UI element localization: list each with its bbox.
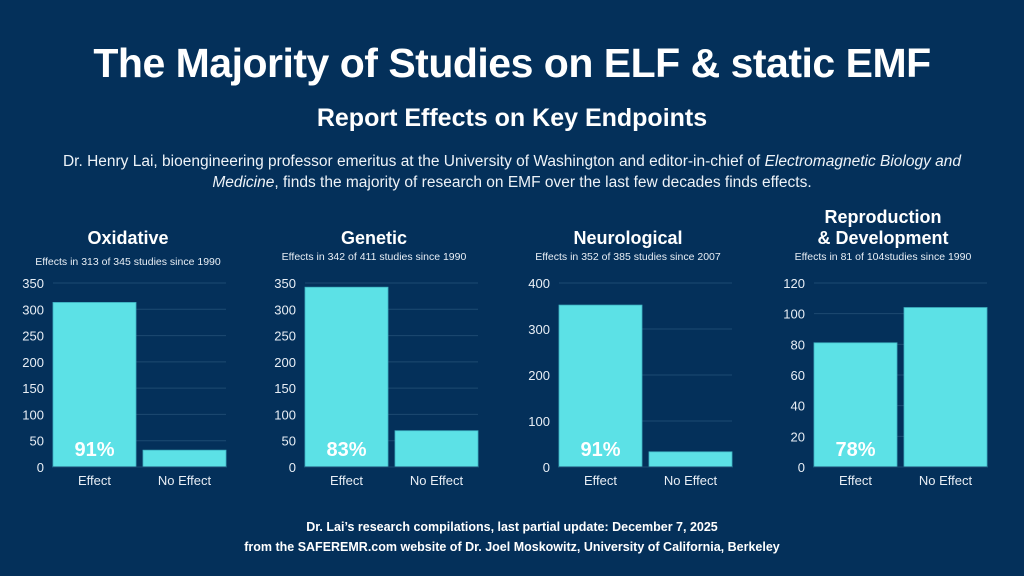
percent-label: 78%	[835, 439, 875, 461]
chart-title: Reproduction & Development	[817, 207, 949, 248]
percent-label: 91%	[74, 439, 114, 461]
y-tick-label: 0	[37, 460, 44, 475]
y-tick-label: 100	[22, 407, 44, 422]
x-tick-label: Effect	[330, 473, 363, 488]
footer-line-1: Dr. Lai’s research compilations, last pa…	[306, 520, 718, 534]
chart-panel-oxidative: Oxidative Effects in 313 of 345 studies …	[0, 200, 256, 500]
chart-panel-neurological: Neurological Effects in 352 of 385 studi…	[500, 200, 756, 500]
chart-caption: Effects in 81 of 104studies since 1990	[794, 251, 972, 263]
y-tick-label: 350	[274, 276, 296, 291]
bar-no-effect	[142, 449, 227, 468]
y-tick-label: 250	[22, 329, 44, 344]
y-tick-label: 200	[274, 355, 296, 370]
bar-chart-reproduction: 0 20 40 60 80 100 120 Effect 78% No Effect	[783, 276, 988, 488]
bar-no-effect	[903, 307, 988, 468]
y-tick-label: 100	[783, 307, 805, 322]
y-tick-label: 150	[22, 381, 44, 396]
description-text-end: , finds the majority of research on EMF …	[274, 174, 812, 191]
chart-title: Neurological	[573, 228, 683, 248]
bar-chart-oxidative: 0 50 100 150 200 250 300 350 Effect 91% No Effect	[22, 276, 227, 488]
bar-effect	[52, 302, 137, 468]
y-tick-label: 40	[791, 399, 805, 414]
x-tick-label: Effect	[78, 473, 111, 488]
y-tick-label: 200	[22, 355, 44, 370]
description: Dr. Henry Lai, bioengineering professor …	[30, 151, 994, 193]
bar-chart-genetic: 0 50 100 150 200 250 300 350 Effect 83% No Effect	[274, 276, 479, 488]
x-tick-label: No Effect	[410, 473, 464, 488]
y-tick-label: 0	[289, 460, 296, 475]
y-tick-label: 100	[528, 414, 550, 429]
chart-caption: Effects in 352 of 385 studies since 2007	[535, 251, 721, 263]
bar-effect	[813, 342, 898, 468]
bar-effect	[304, 286, 389, 468]
y-tick-label: 400	[528, 276, 550, 291]
x-tick-label: Effect	[584, 473, 617, 488]
bar-no-effect	[648, 451, 733, 468]
percent-label: 91%	[580, 439, 620, 461]
y-tick-label: 100	[274, 407, 296, 422]
chart-caption: Effects in 313 of 345 studies since 1990	[35, 256, 221, 268]
footer: Dr. Lai’s research compilations, last pa…	[0, 517, 1024, 557]
y-tick-label: 20	[791, 429, 805, 444]
x-tick-label: No Effect	[664, 473, 718, 488]
page-title: The Majority of Studies on ELF & static …	[93, 40, 931, 86]
y-tick-label: 0	[543, 460, 550, 475]
y-tick-label: 50	[30, 434, 44, 449]
percent-label: 83%	[326, 439, 366, 461]
x-tick-label: Effect	[839, 473, 872, 488]
x-tick-label: No Effect	[919, 473, 973, 488]
page-subtitle: Report Effects on Key Endpoints	[316, 104, 708, 132]
y-tick-label: 120	[783, 276, 805, 291]
chart-caption: Effects in 342 of 411 studies since 1990	[281, 251, 467, 263]
y-tick-label: 350	[22, 276, 44, 291]
chart-title: Oxidative	[87, 228, 169, 248]
footer-line-2: from the SAFEREMR.com website of Dr. Joe…	[244, 540, 780, 554]
y-tick-label: 0	[798, 460, 805, 475]
journal-name: Electromagnetic Biology and Medicine	[212, 153, 962, 191]
chart-panel-genetic: Genetic Effects in 342 of 411 studies si…	[246, 200, 502, 500]
bar-chart-neurological: 0 100 200 300 400 Effect 91% No Effect	[528, 276, 733, 488]
y-tick-label: 300	[22, 302, 44, 317]
y-tick-label: 300	[528, 322, 550, 337]
description-text: Dr. Henry Lai, bioengineering professor …	[62, 153, 765, 170]
x-tick-label: No Effect	[158, 473, 212, 488]
chart-title: Genetic	[340, 228, 408, 248]
y-tick-label: 50	[282, 434, 296, 449]
y-tick-label: 60	[791, 368, 805, 383]
bar-effect	[558, 304, 643, 468]
y-tick-label: 80	[791, 337, 805, 352]
y-tick-label: 150	[274, 381, 296, 396]
y-tick-label: 250	[274, 329, 296, 344]
bar-no-effect	[394, 430, 479, 468]
chart-panel-reproduction: Reproduction & Development Effects in 81…	[755, 200, 1011, 500]
y-tick-label: 200	[528, 368, 550, 383]
y-tick-label: 300	[274, 302, 296, 317]
